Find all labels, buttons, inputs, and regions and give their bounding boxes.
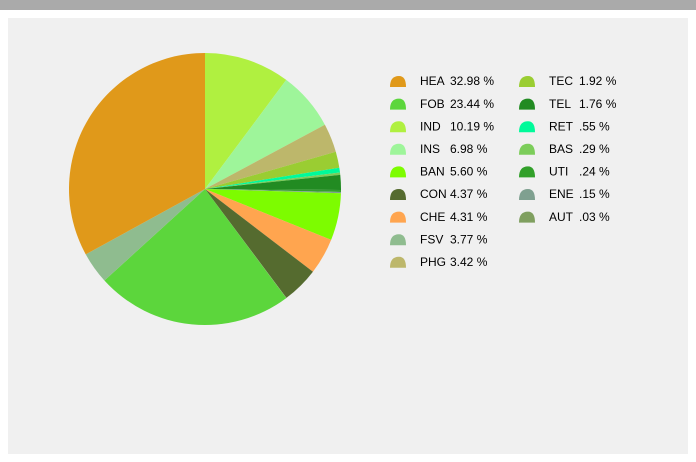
- pie-slice: [68, 53, 205, 255]
- legend-icon: [390, 76, 406, 87]
- legend-value: 32.98 %: [450, 74, 494, 88]
- pie-slice: [205, 189, 287, 299]
- pie: [68, 53, 341, 325]
- legend-icon: [519, 98, 535, 110]
- pie-slice: [205, 174, 341, 190]
- legend-icon: [519, 189, 535, 200]
- legend-icon: [519, 143, 535, 155]
- legend-icon: [519, 121, 535, 133]
- pie-slice: [205, 189, 341, 240]
- legend: HEA 32.98 % FOB 23.44 % IND 10.19 % INS 6.98 % B…: [390, 74, 617, 269]
- legend-label: TEL: [549, 97, 571, 111]
- pie-slice: [205, 167, 340, 189]
- pie-slice: [205, 189, 341, 194]
- legend-icon: [390, 121, 406, 133]
- legend-icon: [390, 256, 406, 268]
- legend-icon: [390, 98, 406, 110]
- legend-icon: [519, 166, 535, 178]
- legend-icon: [390, 211, 406, 223]
- legend-label: CHE: [420, 210, 445, 224]
- legend-label: HEA: [420, 74, 445, 88]
- pie-slice: [205, 172, 341, 189]
- pie-slice: [205, 189, 313, 298]
- pie-slice: [205, 189, 341, 192]
- legend-value: .29 %: [579, 142, 610, 156]
- pie-slice: [205, 53, 287, 189]
- legend-value: 10.19 %: [450, 119, 494, 133]
- legend-icon: [519, 211, 535, 223]
- legend-label: BAS: [549, 142, 573, 156]
- legend-label: FSV: [420, 232, 443, 246]
- pie-slice: [205, 79, 325, 189]
- legend-label: ENE: [549, 187, 574, 201]
- legend-value: .24 %: [579, 165, 610, 179]
- legend-value: 3.77 %: [450, 232, 488, 246]
- legend-value: .15 %: [579, 187, 610, 201]
- legend-label: AUT: [549, 210, 574, 224]
- legend-value: 1.92 %: [579, 74, 617, 88]
- pie-slice: [205, 151, 340, 189]
- pie-slice: [205, 189, 332, 272]
- legend-label: BAN: [420, 165, 445, 179]
- legend-value: 23.44 %: [450, 97, 494, 111]
- legend-value: 1.76 %: [579, 97, 617, 111]
- legend-value: 3.42 %: [450, 255, 488, 269]
- legend-value: 4.31 %: [450, 210, 488, 224]
- pie-slice: [104, 189, 287, 325]
- legend-label: RET: [549, 119, 574, 133]
- legend-value: 4.37 %: [450, 187, 488, 201]
- legend-label: PHG: [420, 255, 446, 269]
- legend-value: 6.98 %: [450, 142, 488, 156]
- top-bar: [0, 0, 696, 10]
- legend-value: .03 %: [579, 210, 610, 224]
- legend-label: FOB: [420, 97, 445, 111]
- legend-label: CON: [420, 187, 447, 201]
- legend-label: TEC: [549, 74, 573, 88]
- legend-label: IND: [420, 119, 441, 133]
- legend-icon: [390, 189, 406, 200]
- legend-icon: [390, 234, 406, 246]
- legend-icon: [390, 143, 406, 155]
- legend-value: .55 %: [579, 119, 610, 133]
- legend-value: 5.60 %: [450, 165, 488, 179]
- pie-slice: [205, 124, 336, 189]
- legend-icon: [519, 76, 535, 87]
- pie-slice: [85, 189, 205, 281]
- legend-label: UTI: [549, 165, 568, 179]
- legend-label: INS: [420, 142, 440, 156]
- legend-icon: [390, 166, 406, 178]
